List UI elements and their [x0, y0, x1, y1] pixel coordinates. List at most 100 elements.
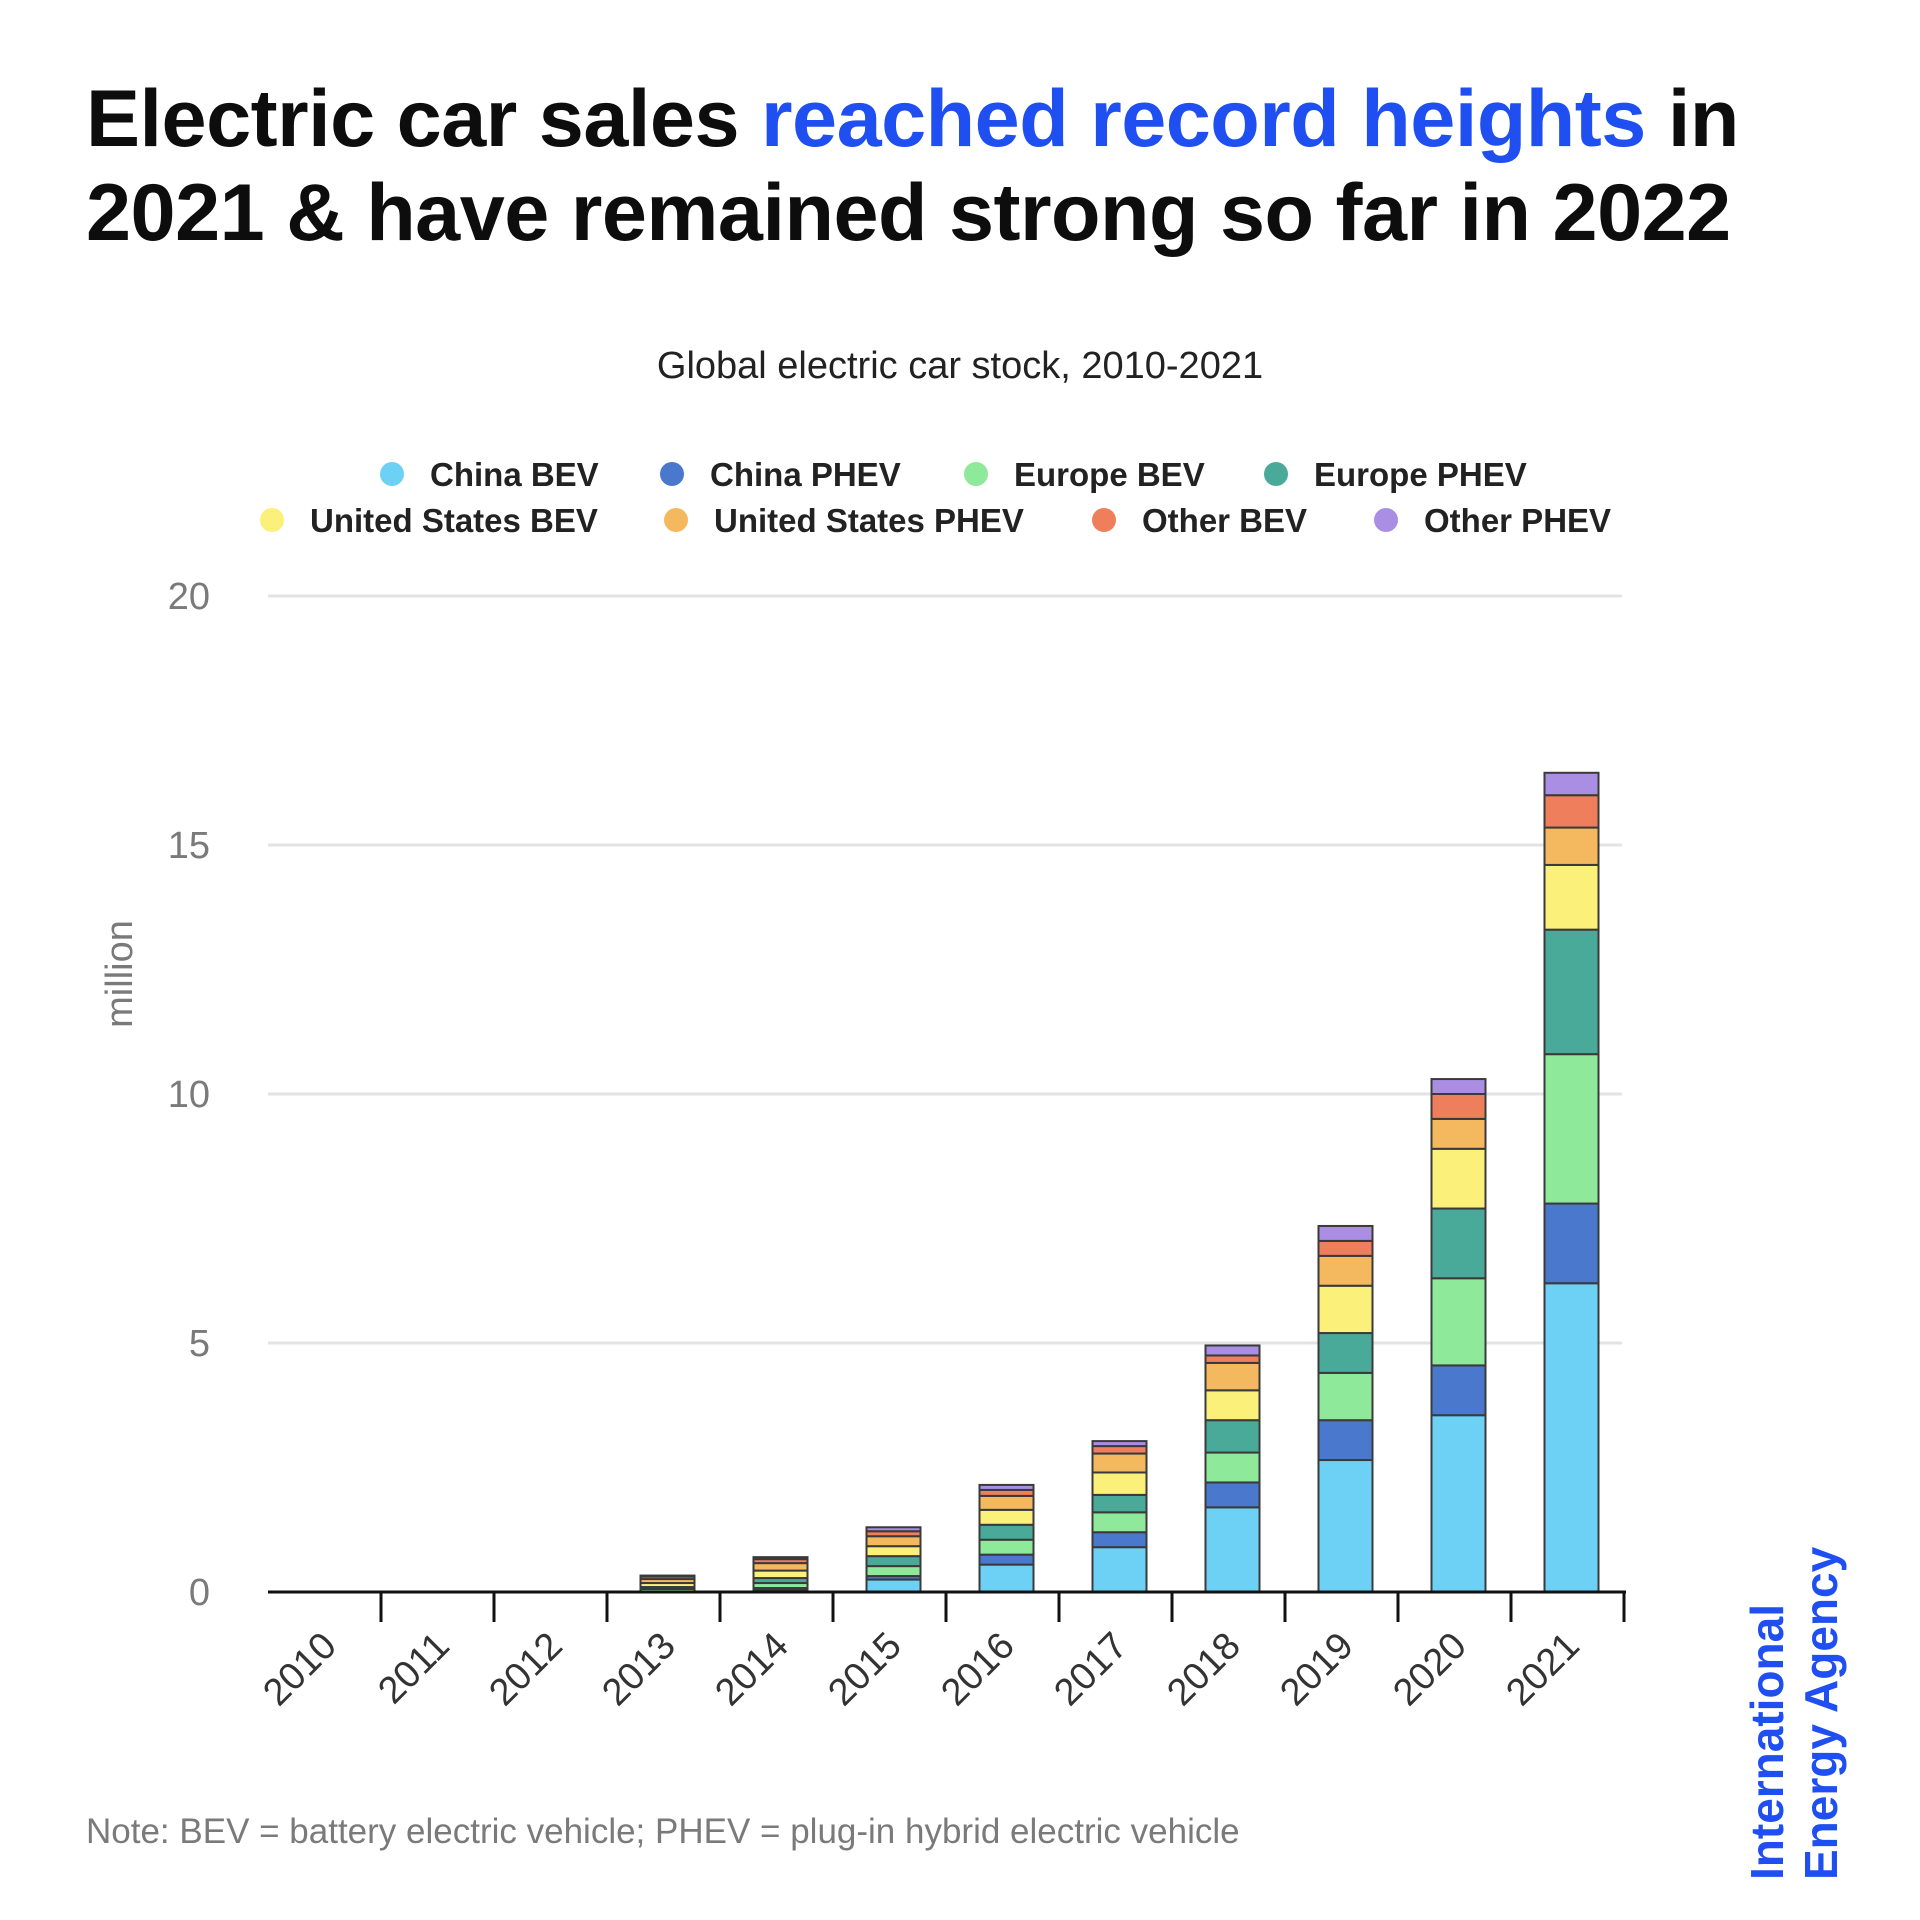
x-tick-label: 2010 [255, 1625, 344, 1714]
legend-item: China PHEV [660, 456, 901, 493]
bar-segment [865, 1555, 922, 1568]
legend-item: United States BEV [260, 502, 598, 539]
bar-segment [978, 1508, 1035, 1526]
legend-swatch [664, 508, 688, 532]
bar-segment [978, 1553, 1035, 1566]
bar-segment [1091, 1452, 1148, 1474]
logo-line-1: International [1741, 1603, 1793, 1880]
chart-bars [639, 771, 1600, 1594]
bar-segment [752, 1562, 809, 1572]
legend-item: Europe PHEV [1264, 456, 1527, 493]
bar-segment [865, 1545, 922, 1558]
y-tick-label: 15 [168, 825, 210, 867]
bar-segment [1091, 1440, 1148, 1448]
y-axis-title: million [99, 920, 141, 1028]
legend-label: United States PHEV [714, 502, 1024, 539]
legend-item: China BEV [380, 456, 599, 493]
x-tick-label: 2015 [820, 1625, 909, 1714]
bar-segment [1543, 771, 1600, 797]
bar-segment [1543, 1053, 1600, 1205]
bar-segment [1430, 1078, 1487, 1096]
chart-axes: 2010 2011 2012 2013 2014 2015 2016 2017 2018 2019… [255, 1590, 1626, 1714]
legend-item: Europe BEV [964, 456, 1205, 493]
legend-swatch [1374, 508, 1398, 532]
headline: Electric car sales reached record height… [86, 72, 1846, 260]
bar-segment [752, 1569, 809, 1580]
bar-segment [1317, 1224, 1374, 1242]
bar-segment [1204, 1481, 1261, 1509]
legend-label: China BEV [430, 456, 599, 493]
legend-swatch [660, 462, 684, 486]
legend-swatch [1264, 462, 1288, 486]
chart-title: Global electric car stock, 2010-2021 [657, 345, 1263, 387]
bar-segment [1204, 1451, 1261, 1484]
x-tick-label: 2017 [1046, 1625, 1135, 1714]
bar-segment [865, 1535, 922, 1548]
bar-segment [978, 1494, 1035, 1511]
footnote: Note: BEV = battery electric vehicle; PH… [86, 1812, 1240, 1851]
x-tick-label: 2021 [1498, 1625, 1587, 1714]
bar-segment [1091, 1445, 1148, 1455]
bar-segment [1543, 794, 1600, 829]
bar-segment [1091, 1493, 1148, 1514]
logo-line-2: Energy Agency [1795, 1546, 1847, 1880]
bar-segment [1317, 1371, 1374, 1422]
bar-segment [1543, 826, 1600, 866]
legend-item: United States PHEV [664, 502, 1024, 539]
bar-segment [1091, 1531, 1148, 1549]
bar-segment [1317, 1239, 1374, 1257]
x-tick-label: 2016 [933, 1625, 1022, 1714]
bar-segment [1430, 1364, 1487, 1417]
bar-segment [978, 1483, 1035, 1491]
bar-segment [1317, 1459, 1374, 1594]
bar-segment [1317, 1254, 1374, 1287]
y-tick-label: 10 [168, 1074, 210, 1116]
bar-segment [752, 1556, 809, 1561]
legend-swatch [260, 508, 284, 532]
y-tick-label: 5 [189, 1323, 210, 1365]
legend-label: Other PHEV [1424, 502, 1611, 539]
bar-segment [1204, 1506, 1261, 1593]
headline-part1: Electric car sales [86, 74, 762, 164]
bar-segment [865, 1565, 922, 1578]
bar-segment [1204, 1344, 1261, 1357]
x-tick-label: 2020 [1385, 1625, 1474, 1714]
bar-segment [1430, 1414, 1487, 1593]
legend-label: United States BEV [310, 502, 598, 539]
x-tick-label: 2011 [370, 1625, 457, 1712]
bar-segment [1543, 863, 1600, 931]
bar-segment [978, 1538, 1035, 1556]
legend-label: China PHEV [710, 456, 901, 493]
legend-label: Europe PHEV [1314, 456, 1527, 493]
bar-segment [1317, 1419, 1374, 1462]
y-tick-label: 0 [189, 1572, 210, 1614]
bar-segment [978, 1523, 1035, 1541]
bar-segment [1317, 1332, 1374, 1374]
x-tick-label: 2019 [1272, 1625, 1361, 1714]
legend-item: Other PHEV [1374, 502, 1611, 539]
bar-segment [1543, 1282, 1600, 1593]
x-tick-label: 2018 [1159, 1625, 1248, 1714]
legend-label: Other BEV [1142, 502, 1307, 539]
legend-swatch [964, 462, 988, 486]
bar-segment [865, 1578, 922, 1594]
x-tick-label: 2012 [481, 1625, 570, 1714]
legend-label: Europe BEV [1014, 456, 1205, 493]
bar-segment [978, 1563, 1035, 1593]
x-tick-label: 2013 [594, 1625, 683, 1714]
chart-legend: China BEV China PHEV Europe BEV Europe PHEV… [260, 456, 1611, 539]
bar-segment [1317, 1284, 1374, 1335]
iea-logo: International Energy Agency [1740, 1547, 1848, 1880]
bar-segment [1091, 1511, 1148, 1534]
bar-segment [1543, 928, 1600, 1056]
bar-segment [1430, 1147, 1487, 1210]
chart-gridlines: 0 5 10 15 20 [168, 576, 1622, 1614]
bar-segment [639, 1574, 696, 1578]
bar-segment [1204, 1389, 1261, 1422]
bar-segment [1204, 1419, 1261, 1454]
y-tick-label: 20 [168, 576, 210, 618]
x-tick-label: 2014 [707, 1625, 796, 1714]
bar-segment [1204, 1354, 1261, 1364]
legend-swatch [1092, 508, 1116, 532]
